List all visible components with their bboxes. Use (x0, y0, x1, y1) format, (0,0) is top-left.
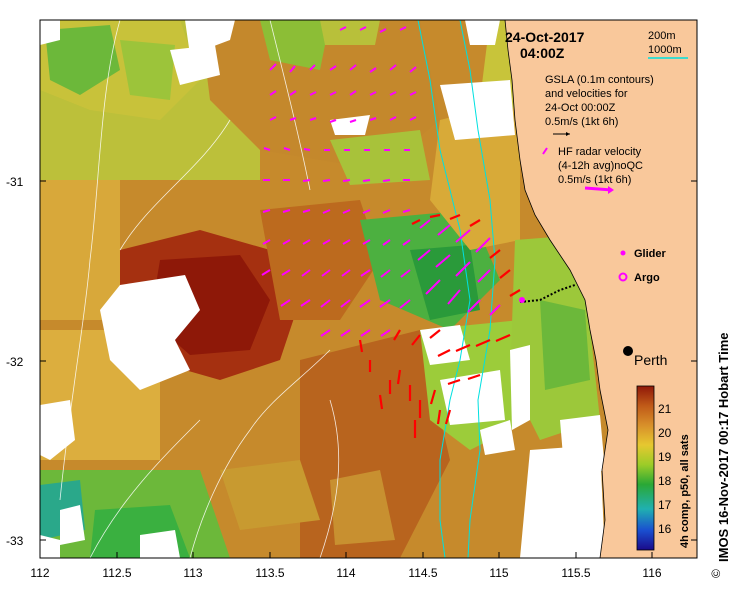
x-tick-label: 112.5 (102, 566, 131, 580)
perth-marker (623, 346, 633, 356)
no-data-mask (40, 20, 605, 558)
colorbar-tick-18: 18 (658, 474, 672, 488)
gsla-vectors (358, 213, 521, 438)
gsla-legend-line4: 0.5m/s (1kt 6h) (545, 116, 618, 128)
gsla-contours (59, 20, 340, 558)
argo-legend-marker (618, 272, 628, 282)
copyright-symbol: © (709, 569, 723, 578)
gsla-scale-arrow (553, 132, 570, 136)
hf-scale-arrow (584, 186, 614, 194)
title-date: 24-Oct-2017 (505, 29, 585, 45)
x-tick-label: 113.5 (255, 566, 284, 580)
city-label-perth: Perth (634, 352, 667, 368)
title-time: 04:00Z (520, 45, 565, 61)
colorbar-label: 4h comp, p50, all sats (679, 434, 691, 548)
y-tick-label: -32 (6, 355, 24, 369)
hf-legend-tick (542, 147, 548, 155)
y-tick-label: -33 (6, 534, 24, 548)
colorbar-tick-17: 17 (658, 498, 672, 512)
x-tick-label: 116 (642, 566, 661, 580)
colorbar-ticks: 21 20 19 18 17 16 (658, 402, 672, 536)
x-axis: 112 112.5 113 113.5 114 114.5 115 115.5 … (30, 552, 662, 580)
y-tick-label: -31 (6, 175, 24, 189)
map-plot-area (40, 20, 697, 558)
colorbar: 21 20 19 18 17 16 4h comp, p50, all sats (636, 385, 691, 551)
gsla-legend-line1: GSLA (0.1m contours) (545, 74, 654, 86)
glider-track (519, 284, 576, 303)
x-tick-label: 115.5 (561, 566, 590, 580)
hf-legend-line2: (4-12h avg)noQC (558, 160, 643, 172)
x-tick-label: 115 (489, 566, 508, 580)
hf-radar-vectors (261, 26, 501, 337)
x-tick-label: 114.5 (408, 566, 437, 580)
hf-legend-line3: 0.5m/s (1kt 6h) (558, 174, 631, 186)
gsla-legend-line3: 24-Oct 00:00Z (545, 102, 616, 114)
depth-legend-200: 200m (648, 30, 676, 42)
plot-border (39, 19, 698, 559)
glider-legend-label: Glider (634, 248, 667, 260)
argo-legend-label: Argo (634, 272, 660, 284)
depth-legend-1000: 1000m (648, 44, 682, 56)
glider-legend-marker (620, 250, 626, 256)
colorbar-tick-20: 20 (658, 426, 672, 440)
colorbar-tick-21: 21 (658, 402, 672, 416)
x-tick-label: 114 (336, 566, 355, 580)
hf-legend-line1: HF radar velocity (558, 146, 642, 158)
x-tick-label: 113 (183, 566, 202, 580)
isobaths (417, 20, 496, 558)
gsla-legend-line2: and velocities for (545, 88, 628, 100)
credit-text: IMOS 16-Nov-2017 00:17 Hobart Time (716, 332, 731, 562)
colorbar-tick-16: 16 (658, 522, 672, 536)
colorbar-tick-19: 19 (658, 450, 672, 464)
y-axis: -31 -32 -33 (6, 175, 697, 548)
x-tick-label: 112 (30, 566, 49, 580)
